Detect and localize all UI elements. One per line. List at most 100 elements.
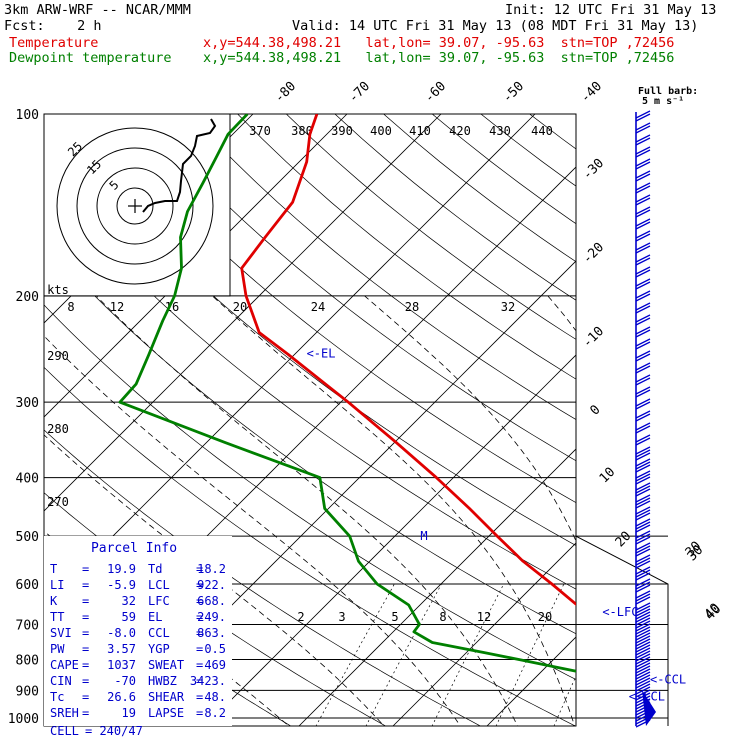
dry-adiabat — [383, 114, 576, 263]
wind-barb — [635, 557, 651, 566]
pressure-label-400: 400 — [16, 472, 39, 487]
wind-barb — [635, 161, 651, 170]
wind-barb — [635, 482, 651, 491]
isotherm-label: -80 — [272, 79, 299, 106]
parcel-value: 3.57 — [107, 642, 136, 656]
dry-adiabat — [627, 114, 740, 731]
moist-adiabat — [364, 295, 576, 542]
wind-barb — [635, 218, 651, 227]
parcel-value: 922. — [197, 578, 226, 592]
dry-adiabat — [188, 114, 576, 420]
wind-barb — [635, 341, 651, 350]
dry-adiabat — [44, 366, 576, 726]
mixing-ratio-label: 3 — [338, 610, 345, 624]
dewpoint-location: x,y=544.38,498.21 lat,lon= 39.07, -95.63… — [203, 50, 675, 66]
wind-barb — [635, 461, 651, 470]
parcel-key: SREH — [50, 706, 79, 720]
wind-barb — [635, 647, 651, 656]
barb-key-units: 5 m s⁻¹ — [642, 96, 684, 107]
wind-barb — [635, 509, 651, 518]
mixing-ratio-line — [553, 675, 576, 726]
parcel-key: CAPE — [50, 658, 79, 672]
parcel-eq: = — [82, 594, 89, 608]
isotherm — [670, 114, 740, 731]
parcel-eq: = — [196, 658, 203, 672]
mixing-ratio-line — [495, 583, 565, 726]
hodograph-ring — [116, 187, 154, 225]
wind-barb — [635, 671, 651, 680]
wind-barb — [635, 173, 651, 182]
moist-adiabat — [211, 295, 576, 726]
wind-barb — [635, 302, 651, 311]
lower-extension — [575, 535, 669, 726]
parcel-eq: = — [82, 578, 89, 592]
mixing-ratio-label: 8 — [439, 610, 446, 624]
wind-barb — [635, 668, 651, 677]
dry-adiabat — [44, 304, 576, 680]
mixing-ratio-line — [315, 583, 395, 726]
dry-adiabat — [578, 114, 740, 731]
isotherm-label: -60 — [422, 79, 449, 106]
wind-barb — [635, 422, 651, 431]
wind-barb — [635, 374, 651, 383]
parcel-eq: = — [196, 562, 203, 576]
wind-barb — [635, 446, 651, 455]
pressure-label-200: 200 — [16, 290, 39, 305]
wind-barb — [635, 686, 651, 695]
mixing-ratio-label: 12 — [477, 610, 491, 624]
wind-barb — [635, 476, 651, 485]
parcel-value: -70 — [114, 674, 136, 688]
hodograph-speed-tick: 24 — [311, 300, 325, 314]
pressure-label-300: 300 — [16, 396, 39, 411]
mixing-ratio-label: 5 — [391, 610, 398, 624]
wind-barb — [635, 410, 651, 419]
wind-barb — [635, 146, 651, 155]
parcel-key: LFC — [148, 594, 170, 608]
parcel-value: 249. — [197, 610, 226, 624]
wind-barb — [635, 221, 651, 230]
wind-barb — [635, 269, 651, 278]
wind-barb — [635, 401, 651, 410]
parcel-eq: = — [82, 610, 89, 624]
moist-adiabat — [44, 335, 461, 726]
wind-barb — [635, 659, 651, 668]
wind-barb — [635, 665, 651, 674]
temperature-location: x,y=544.38,498.21 lat,lon= 39.07, -95.63… — [203, 35, 675, 51]
wind-barb — [635, 677, 651, 686]
parcel-value: -5.9 — [107, 578, 136, 592]
wind-barb — [635, 209, 651, 218]
valid-time: Valid: 14 UTC Fri 31 May 13 (08 MDT Fri … — [292, 18, 699, 34]
parcel-key: LCL — [148, 578, 170, 592]
parcel-value: 0.5 — [204, 642, 226, 656]
parcel-value: 26.6 — [107, 690, 136, 704]
dry-adiabat — [334, 114, 576, 301]
parcel-value: 19 — [122, 706, 136, 720]
mixing-ratio-label: 2 — [297, 610, 304, 624]
isotherm-label: 10 — [597, 465, 619, 487]
mixing-ratio-line — [365, 583, 442, 726]
wind-barb — [635, 194, 651, 203]
wind-barb — [635, 497, 651, 506]
isotherm-label: -40 — [578, 79, 605, 106]
mixing-ratio-label: 20 — [538, 610, 552, 624]
parcel-key: SWEAT — [148, 658, 184, 672]
temperature-legend: Temperature — [9, 35, 99, 51]
wind-barb — [635, 680, 651, 689]
theta-e-label: 390 — [331, 124, 353, 138]
dry-adiabat — [140, 114, 576, 462]
wind-barb — [635, 650, 651, 659]
isotherm-label: -20 — [580, 240, 607, 267]
annotation-label: <-LFC — [602, 605, 638, 619]
wind-barb — [635, 158, 651, 167]
isotherm — [392, 542, 576, 726]
wind-barb — [635, 560, 651, 569]
wind-barb — [635, 608, 651, 617]
isotherm — [204, 354, 576, 726]
hodograph-units: kts — [47, 283, 69, 297]
temperature-line — [240, 114, 576, 606]
wind-barb — [635, 230, 651, 239]
parcel-cell-value: = 240/47 — [85, 724, 143, 738]
dry-adiabat — [44, 178, 576, 590]
hodograph-ring — [56, 127, 214, 285]
annotation-label: <-CCL — [650, 672, 686, 686]
